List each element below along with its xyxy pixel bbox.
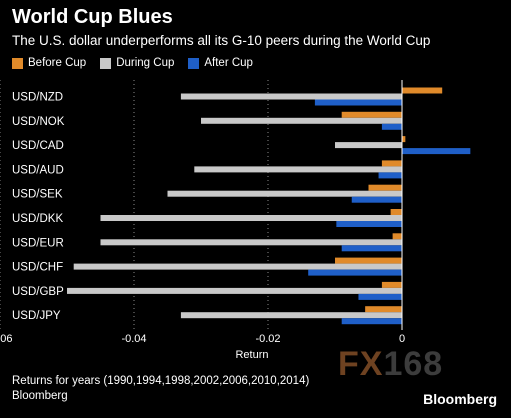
chart-subtitle: The U.S. dollar underperforms all its G-…: [12, 33, 431, 48]
bar-before-cup: [402, 87, 443, 94]
legend-item-before: Before Cup: [12, 57, 86, 69]
bar-during-cup: [201, 117, 402, 124]
bar-during-cup: [335, 142, 402, 149]
legend-label-after: After Cup: [204, 57, 253, 69]
bar-during-cup: [67, 287, 402, 294]
bar-before-cup: [368, 184, 402, 191]
legend-item-after: After Cup: [188, 57, 253, 69]
bar-before-cup: [381, 160, 402, 167]
bar-before-cup: [392, 233, 402, 240]
fx168-watermark: FX168: [338, 345, 444, 383]
category-label: USD/CHF: [12, 262, 63, 274]
bar-before-cup: [402, 136, 406, 143]
bar-before-cup: [335, 257, 402, 264]
category-label: USD/GBP: [12, 286, 64, 298]
bar-after-cup: [378, 172, 402, 179]
chart-title: World Cup Blues: [12, 6, 173, 28]
category-label: USD/NOK: [12, 116, 65, 128]
bar-before-cup: [381, 281, 402, 288]
legend-swatch-during: [100, 57, 112, 69]
category-label: USD/SEK: [12, 189, 63, 201]
bar-during-cup: [194, 166, 402, 173]
category-label: USD/JPY: [12, 310, 61, 322]
legend-item-during: During Cup: [100, 57, 174, 69]
bar-during-cup: [180, 312, 402, 319]
bar-after-cup: [381, 123, 402, 130]
category-label: USD/AUD: [12, 164, 64, 176]
bloomberg-logo: Bloomberg: [423, 391, 497, 407]
legend-label-during: During Cup: [116, 57, 175, 69]
bar-after-cup: [308, 269, 402, 276]
legend-swatch-before: [12, 57, 23, 69]
bar-before-cup: [365, 306, 402, 313]
bar-after-cup: [402, 148, 471, 155]
bar-during-cup: [100, 215, 402, 221]
bar-before-cup: [341, 111, 402, 118]
bar-after-cup: [341, 318, 402, 325]
legend-label-before: Before Cup: [28, 57, 87, 69]
category-label: USD/EUR: [12, 237, 64, 249]
category-label: USD/DKK: [12, 213, 63, 225]
category-label: USD/NZD: [12, 92, 63, 104]
x-axis-label: Return: [235, 349, 268, 361]
bar-after-cup: [351, 196, 402, 203]
bar-during-cup: [73, 263, 402, 270]
bar-after-cup: [336, 221, 402, 227]
x-tick-label: 0: [399, 333, 405, 345]
bar-before-cup: [390, 209, 402, 215]
bar-after-cup: [341, 245, 402, 252]
bar-after-cup: [358, 293, 402, 300]
chart-legend: Before Cup During Cup After Cup: [12, 57, 267, 69]
footer-source: Bloomberg: [12, 390, 68, 402]
footer-note: Returns for years (1990,1994,1998,2002,2…: [12, 375, 310, 387]
x-tick-label: -0.04: [121, 333, 146, 345]
bar-during-cup: [167, 190, 402, 197]
bar-during-cup: [180, 93, 402, 100]
legend-swatch-after: [188, 57, 200, 69]
category-label: USD/CAD: [12, 140, 64, 152]
x-tick-label: -0.02: [255, 333, 280, 345]
x-tick-label: -0.06: [0, 333, 13, 345]
bar-during-cup: [100, 239, 402, 246]
bar-after-cup: [314, 99, 402, 106]
